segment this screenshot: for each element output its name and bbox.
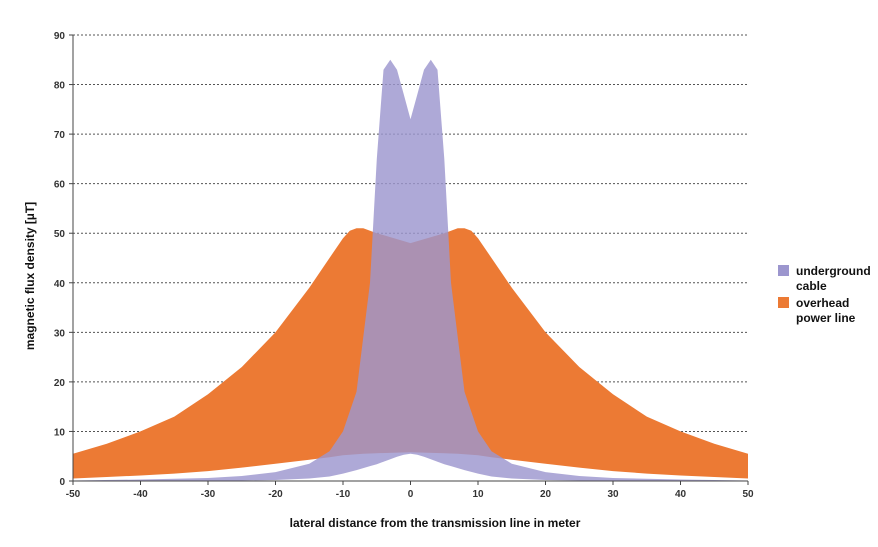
area-series <box>73 59 748 482</box>
y-tick-label-60: 60 <box>54 180 66 191</box>
x-tick-label-30: 30 <box>607 489 619 500</box>
x-tick-label--20: -20 <box>268 489 283 500</box>
x-axis-title: lateral distance from the transmission l… <box>290 516 581 530</box>
x-tick-label--50: -50 <box>66 489 81 500</box>
y-tick-label-70: 70 <box>54 130 66 141</box>
x-tick-label-10: 10 <box>472 489 484 500</box>
y-tick-label-0: 0 <box>59 477 65 488</box>
x-tick-label-50: 50 <box>742 489 754 500</box>
y-tick-label-10: 10 <box>54 427 66 438</box>
x-tick-label--40: -40 <box>133 489 148 500</box>
x-tick-label-40: 40 <box>675 489 687 500</box>
x-tick-labels: -50 -40 -30 -20 -10 0 10 20 30 40 50 <box>66 481 754 500</box>
y-tick-label-20: 20 <box>54 378 66 389</box>
legend-label-1-1: power line <box>796 311 856 325</box>
y-tick-label-40: 40 <box>54 279 66 290</box>
legend-label-1-0: overhead <box>796 296 849 310</box>
x-tick-label--10: -10 <box>336 489 351 500</box>
x-tick-label--30: -30 <box>201 489 216 500</box>
legend-swatch-1 <box>778 297 789 308</box>
area-underground-cable <box>73 59 748 482</box>
y-axis-title: magnetic flux density [µT] <box>23 202 37 350</box>
y-tick-label-80: 80 <box>54 81 66 92</box>
x-tick-label-20: 20 <box>540 489 552 500</box>
y-tick-label-30: 30 <box>54 328 66 339</box>
y-tick-label-50: 50 <box>54 229 66 240</box>
y-tick-labels: 0 10 20 30 40 50 60 70 80 90 <box>54 31 73 488</box>
legend-swatch-0 <box>778 265 789 276</box>
y-tick-label-90: 90 <box>54 31 66 42</box>
x-tick-label-0: 0 <box>408 489 414 500</box>
legend-label-0-0: underground <box>796 264 871 278</box>
legend-label-0-1: cable <box>796 279 827 293</box>
